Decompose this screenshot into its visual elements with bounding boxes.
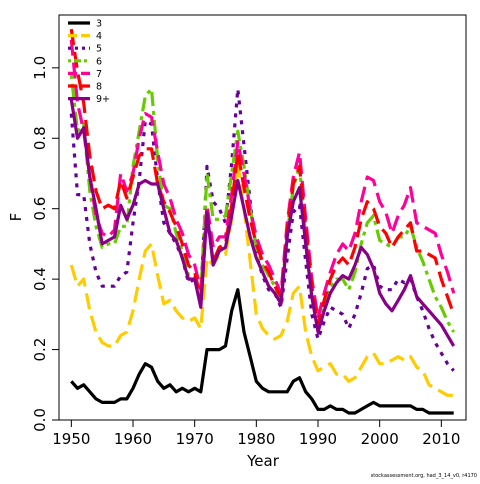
series-line-3: [70, 288, 454, 415]
legend-label: 3: [96, 19, 102, 30]
series-line-6: [69, 74, 456, 333]
x-tick-label: 1950: [52, 430, 90, 448]
y-tick-label: 0.6: [31, 197, 49, 221]
y-tick-label: 0.2: [31, 338, 49, 362]
plot-frame: [58, 14, 467, 421]
legend: 34 56 7 89+: [68, 19, 110, 105]
y-tick-label: 1.0: [31, 56, 49, 80]
legend-label: 8: [96, 82, 102, 93]
footnote: stockassessment.org, had_3_14_v0, r4170: [371, 473, 477, 479]
legend-label: 7: [96, 69, 102, 80]
x-tick-label: 2010: [422, 430, 460, 448]
series-line-5: [69, 87, 455, 372]
y-tick-label: 0.8: [31, 126, 49, 150]
y-axis-label: F: [7, 213, 25, 222]
axes: 1950 1960 1970 1980 1990 2000 2010 0.0 0.2 0.4 0.6…: [31, 56, 460, 448]
series-line-9plus: [69, 99, 456, 347]
y-tick-label: 0.4: [31, 267, 49, 291]
x-tick-label: 1980: [237, 430, 275, 448]
series-layer: [69, 28, 456, 415]
legend-label: 4: [96, 31, 102, 42]
series-line-8: [69, 28, 456, 327]
x-axis-label: Year: [246, 452, 280, 470]
y-tick-label: 0.0: [31, 408, 49, 432]
x-tick-label: 2000: [361, 430, 399, 448]
series-line-7: [69, 39, 456, 320]
legend-label: 9+: [96, 94, 110, 105]
series-line-4: [69, 161, 454, 397]
legend-label: 5: [96, 44, 102, 55]
legend-label: 6: [96, 56, 102, 67]
x-tick-label: 1960: [114, 430, 152, 448]
x-tick-label: 1970: [176, 430, 214, 448]
x-tick-label: 1990: [299, 430, 337, 448]
